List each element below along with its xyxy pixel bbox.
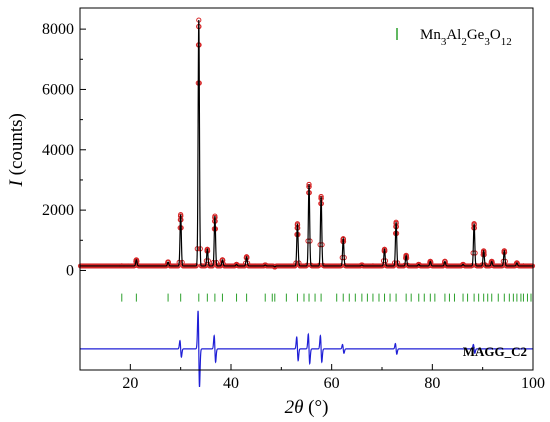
observed-point — [262, 262, 269, 268]
x-tick-label: 100 — [521, 375, 545, 392]
observed-point — [514, 260, 520, 266]
calculated-curve — [80, 20, 533, 268]
y-tick-label: 8000 — [42, 21, 74, 38]
x-tick-label: 40 — [223, 375, 239, 392]
difference-curve-group — [80, 310, 533, 388]
observed-point — [359, 262, 365, 268]
x-tick-label: 80 — [424, 375, 440, 392]
y-tick-label: 4000 — [42, 142, 74, 159]
legend: Mn3Al2Ge3O12 — [396, 27, 512, 48]
y-tick-label: 6000 — [42, 81, 74, 98]
observed-point — [234, 261, 240, 268]
x-axis-label: 2θ (°) — [285, 397, 329, 418]
reflection-markers-group — [121, 293, 532, 302]
calculated-curve-group — [80, 20, 533, 268]
axes-group: 20 40 60 80 100 0 2000 4000 6000 8000 — [42, 21, 545, 392]
plot-frame — [79, 7, 534, 371]
difference-curve — [80, 310, 533, 388]
y-tick-label: 2000 — [42, 202, 74, 219]
x-tick-label: 60 — [324, 375, 340, 392]
y-tick-label: 0 — [66, 262, 74, 279]
observed-point — [460, 261, 466, 268]
x-tick-label: 20 — [122, 375, 138, 392]
observed-point — [416, 261, 422, 268]
observed-point — [272, 264, 278, 270]
legend-label: Mn3Al2Ge3O12 — [420, 27, 512, 48]
sample-label: MAGG_C2 — [463, 344, 527, 359]
y-axis-label: I (counts) — [6, 113, 27, 187]
